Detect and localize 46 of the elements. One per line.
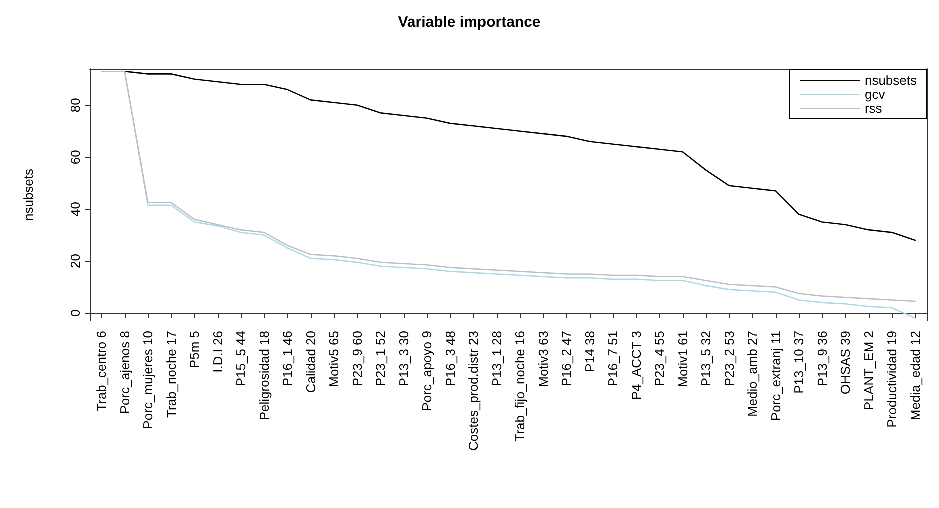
x-tick-label: Porc_extranj 11 [768,331,784,422]
legend-label: nsubsets [864,73,918,88]
x-tick-label: P13_3 30 [396,331,412,387]
x-tick-label: Motiv1 61 [675,331,690,388]
y-tick-label: 0 [68,310,83,317]
x-tick-label: P5m 5 [187,331,202,369]
x-tick-label: I.D.I 26 [210,331,226,373]
x-tick-label: P13_5 32 [698,331,714,387]
chart-title: Variable importance [398,14,541,31]
y-tick-label: 80 [68,98,83,113]
x-tick-label: Calidad 20 [303,331,318,394]
x-tick-label: Trab_noche 17 [164,331,179,418]
x-tick-label: P13_10 37 [792,331,807,394]
x-tick-label: P15_5 44 [234,331,249,387]
x-tick-label: P23_1 52 [373,331,388,387]
x-tick-label: P23_2 53 [722,331,737,387]
x-tick-label: P16_7 51 [606,331,621,387]
x-tick-label: P13_9 36 [814,331,830,387]
x-tick-label: Costes_prod.distr 23 [466,331,482,451]
x-tick-label: Motiv3 63 [536,331,551,388]
x-tick-label: Porc_apoyo 9 [420,331,435,412]
x-tick-label: P4_ACCT 3 [628,331,644,400]
legend-label: gcv [864,87,886,102]
x-tick-label: Trab_centro 6 [94,331,110,412]
x-tick-label: Media_edad 12 [908,331,923,421]
x-tick-label: P23_4 55 [652,331,668,387]
x-tick-label: P23_9 60 [350,331,365,387]
x-tick-label: Motiv5 65 [326,331,342,388]
x-tick-label: Porc_mujeres 10 [140,331,156,430]
x-tick-label: P14 38 [582,331,598,372]
x-tick-label: P16_3 48 [442,331,458,387]
x-tick-label: P13_1 28 [489,331,504,387]
x-tick-label: P16_2 47 [559,331,574,387]
legend-label: rss [864,101,883,116]
x-tick-label: Peligrosidad 18 [256,331,272,421]
x-tick-label: OHSAS 39 [838,331,854,395]
x-tick-label: P16_1 46 [280,331,296,387]
x-tick-label: Productividad 19 [884,331,900,428]
x-tick-label: Porc_ajenos 8 [117,331,132,414]
x-tick-label: Medio_amb 27 [745,331,760,417]
y-tick-label: 60 [68,150,83,165]
y-axis-title: nsubsets [21,168,36,222]
x-tick-label: Trab_fijo_noche 16 [512,331,528,442]
y-tick-label: 20 [68,254,83,268]
y-tick-label: 40 [68,202,83,217]
x-tick-label: PLANT_EM 2 [861,331,876,410]
